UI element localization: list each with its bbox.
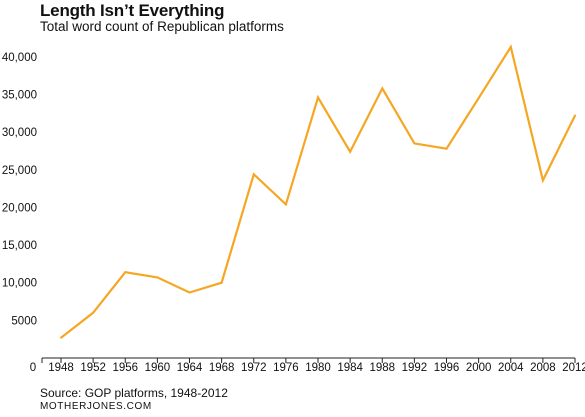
x-tick-label: 1964: [177, 362, 203, 374]
data-point: [317, 96, 319, 99]
y-tick-label: 20,000: [2, 202, 37, 214]
data-point: [284, 203, 287, 206]
x-axis-ticks: 0 1948 1952 1956 1960 1964 1968 1972 1976 1980 198…: [30, 358, 585, 374]
x-tick-label: 1996: [434, 362, 460, 374]
y-tick-label: 25,000: [2, 165, 37, 177]
x-tick-label: 1972: [241, 362, 267, 374]
data-point: [92, 311, 95, 314]
data-point: [220, 281, 223, 284]
x-tick-label: 2012: [562, 362, 585, 374]
y-tick-label: 40,000: [2, 52, 37, 64]
data-point: [124, 271, 127, 274]
data-point: [509, 46, 512, 49]
x-tick-label: 1988: [369, 362, 395, 374]
credit: MOTHERJONES.COM: [40, 401, 152, 412]
x-tick-label: 2008: [530, 362, 556, 374]
y-axis-ticks: 5000 10,000 15,000 20,000 25,000 30,000 35,000…: [2, 52, 37, 328]
data-point: [574, 114, 576, 117]
x-tick-label: 0: [30, 362, 36, 374]
x-tick-label: 1976: [273, 362, 299, 374]
y-tick-label: 30,000: [2, 127, 37, 139]
x-tick-label: 2004: [498, 362, 524, 374]
data-point: [252, 173, 255, 176]
data-point: [445, 147, 448, 150]
series-line: [60, 44, 576, 339]
x-tick-label: 1948: [48, 362, 74, 374]
source-note: Source: GOP platforms, 1948-2012: [40, 386, 228, 400]
y-tick-label: 10,000: [2, 278, 37, 290]
chart-subtitle: Total word count of Republican platforms: [40, 19, 284, 34]
x-tick-label: 1952: [80, 362, 106, 374]
x-tick-label: 2000: [466, 362, 492, 374]
data-point: [156, 276, 159, 279]
y-tick-label: 35,000: [2, 89, 37, 101]
x-tick-label: 1960: [145, 362, 171, 374]
chart-title: Length Isn’t Everything: [40, 1, 225, 20]
y-tick-label: 15,000: [2, 240, 37, 252]
data-point: [541, 179, 544, 182]
data-point: [60, 336, 62, 339]
y-tick-label: 5000: [11, 315, 37, 327]
data-point: [381, 87, 384, 90]
x-tick-label: 1968: [209, 362, 235, 374]
x-tick-label: 1984: [337, 362, 363, 374]
data-point: [413, 142, 416, 145]
data-point: [477, 97, 480, 100]
x-tick-label: 1956: [112, 362, 138, 374]
x-tick-label: 1992: [402, 362, 428, 374]
data-point: [349, 150, 352, 153]
x-tick-label: 1980: [305, 362, 331, 374]
data-point: [188, 291, 191, 294]
